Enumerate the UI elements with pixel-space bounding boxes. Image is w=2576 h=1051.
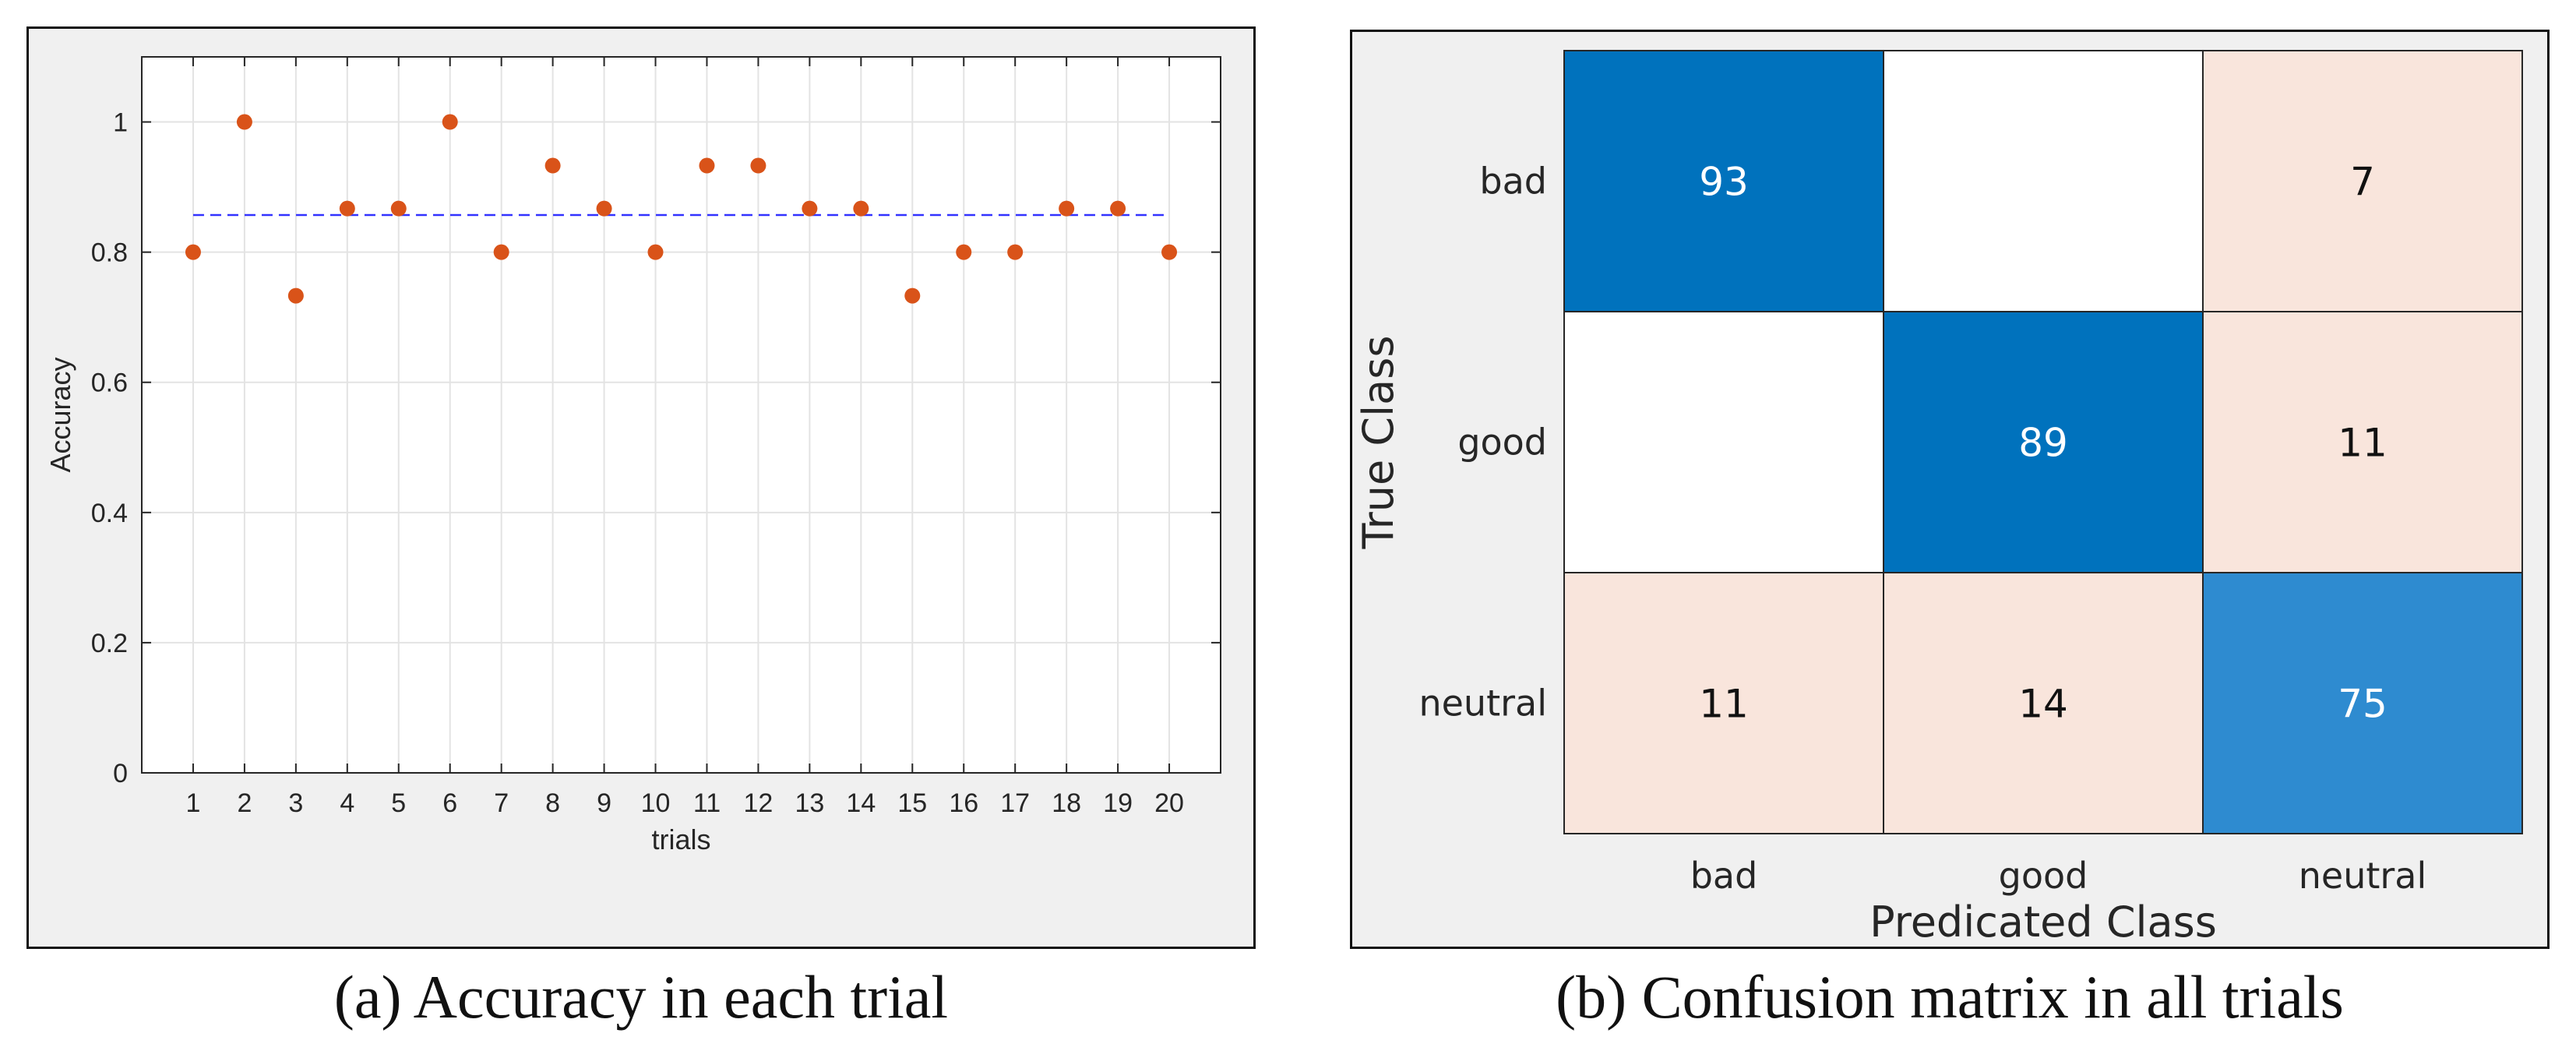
data-point xyxy=(339,200,355,217)
data-point xyxy=(185,244,201,260)
column-label: neutral xyxy=(2299,855,2427,897)
data-point xyxy=(956,244,972,260)
plot-area xyxy=(142,57,1221,773)
x-tick-label: 16 xyxy=(949,788,978,818)
cell-value: 14 xyxy=(2018,682,2068,727)
data-point xyxy=(1007,244,1024,260)
data-point xyxy=(1161,244,1178,260)
x-tick-label: 2 xyxy=(237,788,252,818)
x-tick-label: 6 xyxy=(442,788,457,818)
matrix-cell xyxy=(1563,50,1884,312)
data-point xyxy=(544,157,561,174)
y-tick-label: 1 xyxy=(113,108,128,138)
x-tick-label: 12 xyxy=(744,788,774,818)
confusion-matrix-chart: 93 7 89 11 11 14 75 bad good neutral bad good neutra… xyxy=(1354,50,2523,947)
grid-lines xyxy=(142,57,1221,774)
cell-value: 75 xyxy=(2338,682,2387,727)
data-point xyxy=(1059,200,1075,217)
x-tick-label: 9 xyxy=(597,788,611,818)
x-tick-label: 3 xyxy=(288,788,303,818)
row-label: bad xyxy=(1479,160,1547,203)
data-point xyxy=(287,287,304,304)
column-label: bad xyxy=(1690,855,1758,897)
data-point xyxy=(236,114,252,130)
matrix-cell xyxy=(2202,572,2523,834)
x-tick-label: 18 xyxy=(1052,788,1081,818)
x-tick-label: 19 xyxy=(1103,788,1133,818)
x-tick-label: 1 xyxy=(185,788,200,818)
data-point xyxy=(596,200,612,217)
cell-value: 7 xyxy=(2350,160,2375,205)
x-tick-label: 15 xyxy=(897,788,927,818)
x-tick-label: 17 xyxy=(1000,788,1030,818)
row-label: neutral xyxy=(1418,682,1547,725)
y-tick-label: 0.6 xyxy=(91,369,128,398)
data-point xyxy=(904,287,921,304)
matrix-cell xyxy=(1883,572,2204,834)
x-tick-label: 8 xyxy=(545,788,560,818)
data-point xyxy=(802,200,818,217)
y-axis-label: True Class xyxy=(1354,336,1403,550)
x-axis-label: Predicated Class xyxy=(1869,898,2217,947)
x-tick-label: 5 xyxy=(391,788,406,818)
cell-value: 11 xyxy=(1699,682,1749,727)
data-point xyxy=(1110,200,1126,217)
plot-frame xyxy=(141,56,1221,774)
x-tick-label: 20 xyxy=(1154,788,1184,818)
data-point xyxy=(493,244,509,260)
y-tick-label: 0.4 xyxy=(91,499,128,528)
y-tick-label: 0 xyxy=(113,759,128,788)
data-point xyxy=(442,114,458,130)
confusion-matrix-panel: 93 7 89 11 11 14 75 bad good neutral bad good neutra… xyxy=(1350,30,2550,949)
cell-value: 11 xyxy=(2338,421,2387,466)
matrix-cell xyxy=(1563,311,1884,573)
caption-confusion-matrix: (b) Confusion matrix in all trials xyxy=(1556,963,2344,1031)
row-label: good xyxy=(1457,421,1547,464)
caption-accuracy: (a) Accuracy in each trial xyxy=(333,963,949,1031)
x-tick-label: 14 xyxy=(846,788,876,818)
data-point xyxy=(853,200,869,217)
cell-value: 93 xyxy=(1699,160,1749,205)
x-tick-label: 11 xyxy=(693,788,721,818)
data-point xyxy=(647,244,664,260)
data-point xyxy=(390,200,407,217)
y-axis-label: Accuracy xyxy=(44,357,76,472)
x-tick-label: 10 xyxy=(641,788,671,818)
cell-value: 89 xyxy=(2018,421,2068,466)
accuracy-chart-panel: 1 2 3 4 5 6 7 8 9 10 11 12 13 14 15 16 17 18 19 20 0 0.2 0.4 0.… xyxy=(26,26,1256,949)
matrix-cell xyxy=(2202,311,2523,573)
matrix-cell xyxy=(1563,572,1884,834)
x-tick-label: 7 xyxy=(494,788,509,818)
data-point xyxy=(750,157,766,174)
matrix-cell xyxy=(1883,50,2204,312)
column-label: good xyxy=(1999,855,2088,897)
x-tick-label: 4 xyxy=(340,788,354,818)
x-tick-label: 13 xyxy=(795,788,824,818)
matrix-cell xyxy=(1883,311,2204,573)
data-point xyxy=(699,157,715,174)
y-tick-label: 0.2 xyxy=(91,629,128,658)
x-axis-label: trials xyxy=(651,824,710,855)
accuracy-scatter-chart: 1 2 3 4 5 6 7 8 9 10 11 12 13 14 15 16 17 18 19 2000.20.40.… xyxy=(44,56,1221,855)
y-tick-label: 0.8 xyxy=(91,238,128,268)
matrix-cell xyxy=(2202,50,2523,312)
